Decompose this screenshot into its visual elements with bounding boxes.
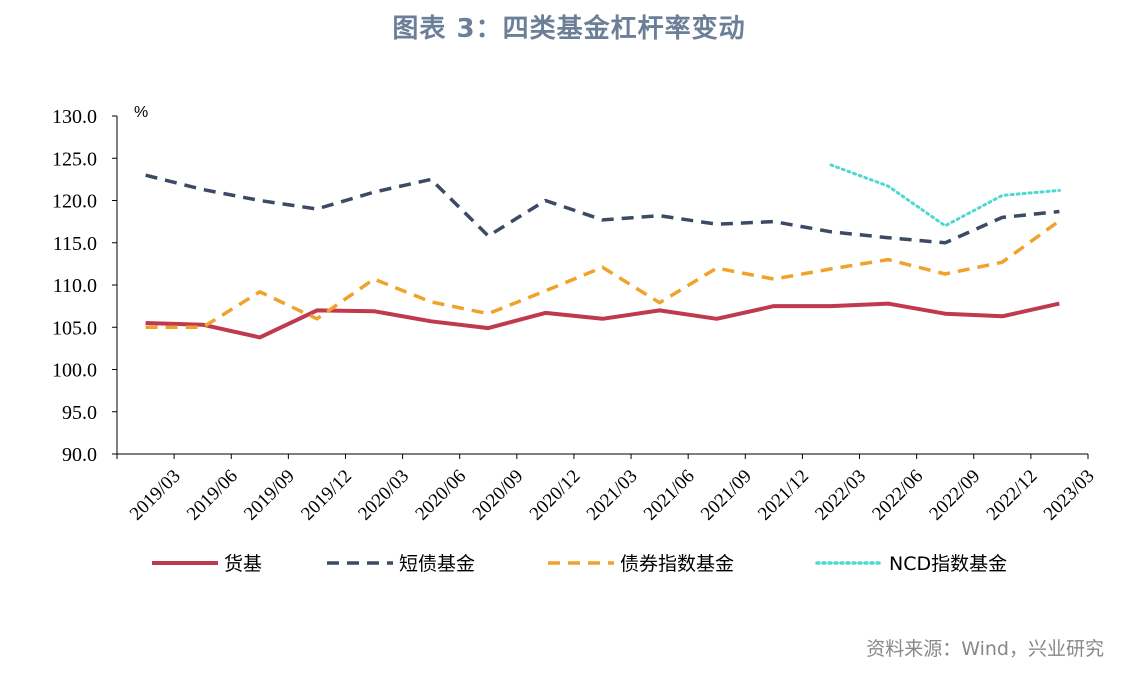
legend-label-2: 债券指数基金: [620, 553, 734, 575]
x-tick-label: 2021/12: [754, 466, 813, 525]
legend-label-0: 货基: [224, 553, 262, 575]
series-line-2: [145, 219, 1061, 330]
x-axis-ticks: 2019/032019/062019/092019/122020/032020/…: [116, 454, 1099, 525]
legend-label-1: 短债基金: [399, 553, 475, 575]
series-line-3: [829, 163, 1061, 228]
y-tick-label: 125.0: [52, 148, 97, 170]
y-axis-ticks: 90.0 95.0 100.0 105.0 110.0 115.0 120.0 125.0 13…: [52, 106, 117, 466]
x-tick-label: 2020/09: [469, 466, 528, 525]
x-tick-label: 2022/06: [868, 466, 927, 525]
series-lines: [145, 163, 1061, 340]
x-tick-label: 2023/03: [1040, 466, 1099, 525]
y-tick-label: 110.0: [53, 275, 97, 297]
y-axis-unit-label: %: [134, 104, 148, 121]
x-tick-label: 2019/03: [126, 466, 185, 525]
x-tick-label: 2022/09: [925, 466, 984, 525]
legend: 货基 短债基金 债券指数基金 NCD指数基金: [152, 553, 1007, 575]
chart-title: 图表 3：四类基金杠杆率变动: [392, 14, 746, 44]
x-tick-label: 2019/09: [240, 466, 299, 525]
y-tick-label: 120.0: [52, 191, 97, 213]
axes: [116, 116, 1088, 455]
y-tick-label: 115.0: [53, 233, 97, 255]
y-tick-label: 90.0: [62, 444, 97, 466]
x-tick-label: 2022/12: [983, 466, 1042, 525]
y-tick-label: 130.0: [52, 106, 97, 128]
x-tick-label: 2021/09: [697, 466, 756, 525]
y-tick-label: 100.0: [52, 360, 97, 382]
series-line-0: [145, 301, 1060, 340]
y-tick-label: 105.0: [52, 317, 97, 339]
x-tick-label: 2020/03: [354, 466, 413, 525]
x-tick-label: 2021/06: [640, 466, 699, 525]
y-tick-label: 95.0: [62, 402, 97, 424]
x-tick-label: 2019/12: [297, 466, 356, 525]
series-line-1: [145, 173, 1060, 245]
x-tick-label: 2019/06: [183, 466, 242, 525]
x-tick-label: 2021/03: [583, 466, 642, 525]
x-tick-label: 2020/06: [411, 466, 470, 525]
x-tick-label: 2020/12: [526, 466, 585, 525]
legend-label-3: NCD指数基金: [889, 553, 1007, 575]
source-note: 资料来源：Wind，兴业研究: [866, 638, 1104, 660]
x-tick-label: 2022/03: [811, 466, 870, 525]
